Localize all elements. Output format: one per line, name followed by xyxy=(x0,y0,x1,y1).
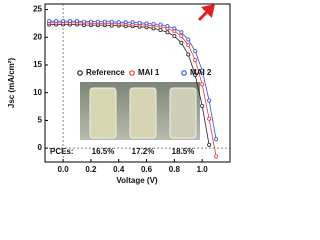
point xyxy=(179,40,184,45)
point xyxy=(68,19,73,24)
point xyxy=(165,30,170,35)
y-tick-label: 15 xyxy=(33,60,42,69)
point xyxy=(123,20,128,25)
y-tick-label: 10 xyxy=(33,88,42,97)
annotation: 18.5% xyxy=(172,147,195,156)
point xyxy=(172,34,177,39)
point xyxy=(144,21,149,26)
point xyxy=(158,28,163,33)
point xyxy=(74,19,79,24)
point xyxy=(109,19,114,24)
point xyxy=(200,82,205,87)
annotation: 16.5% xyxy=(92,147,115,156)
point xyxy=(207,116,212,121)
x-tick-label: 0.2 xyxy=(85,165,97,174)
point xyxy=(165,24,170,29)
point xyxy=(200,104,205,109)
point xyxy=(200,68,205,73)
inset-photo xyxy=(80,82,200,140)
point xyxy=(186,52,191,57)
point xyxy=(179,34,184,39)
point xyxy=(151,21,156,26)
point xyxy=(116,20,121,25)
point xyxy=(207,142,212,147)
x-axis-label: Voltage (V) xyxy=(116,176,158,185)
legend-marker xyxy=(77,70,83,76)
point xyxy=(95,19,100,24)
plot-frame xyxy=(44,3,231,163)
annotation: PCEs: xyxy=(50,147,74,156)
point xyxy=(193,72,198,77)
legend-label: MAI 2 xyxy=(190,68,212,77)
y-tick-label: 25 xyxy=(33,5,42,14)
point xyxy=(61,19,66,24)
point xyxy=(172,26,177,31)
point xyxy=(179,30,184,35)
point xyxy=(158,22,163,27)
arrow xyxy=(197,4,215,22)
chart: Voltage (V) Jsc (mA/cm²) PCEs: 16.5% 17.… xyxy=(7,3,231,185)
point xyxy=(193,49,198,54)
x-tick-label: 0.8 xyxy=(169,165,181,174)
point xyxy=(102,19,107,24)
point xyxy=(81,19,86,24)
legend-label: Reference xyxy=(86,68,125,77)
y-tick-label: 0 xyxy=(38,143,43,152)
x-tick-label: 0.4 xyxy=(113,165,125,174)
point xyxy=(214,137,219,142)
x-tick-label: 0.6 xyxy=(141,165,153,174)
point xyxy=(207,98,212,103)
point xyxy=(130,20,135,25)
point xyxy=(88,19,93,24)
y-tick-label: 5 xyxy=(38,116,43,125)
x-tick-label: 1.0 xyxy=(197,165,209,174)
annotation: 17.2% xyxy=(132,147,155,156)
legend-marker xyxy=(181,70,187,76)
legend-marker xyxy=(129,70,135,76)
y-tick-label: 20 xyxy=(33,32,42,41)
point xyxy=(186,43,191,48)
point xyxy=(54,19,59,24)
point xyxy=(214,154,219,159)
y-axis-label: Jsc (mA/cm²) xyxy=(7,58,16,109)
x-tick-label: 0.0 xyxy=(58,165,70,174)
point xyxy=(137,20,142,25)
point xyxy=(193,57,198,62)
point xyxy=(186,37,191,42)
legend-label: MAI 1 xyxy=(138,68,160,77)
point xyxy=(47,19,52,24)
